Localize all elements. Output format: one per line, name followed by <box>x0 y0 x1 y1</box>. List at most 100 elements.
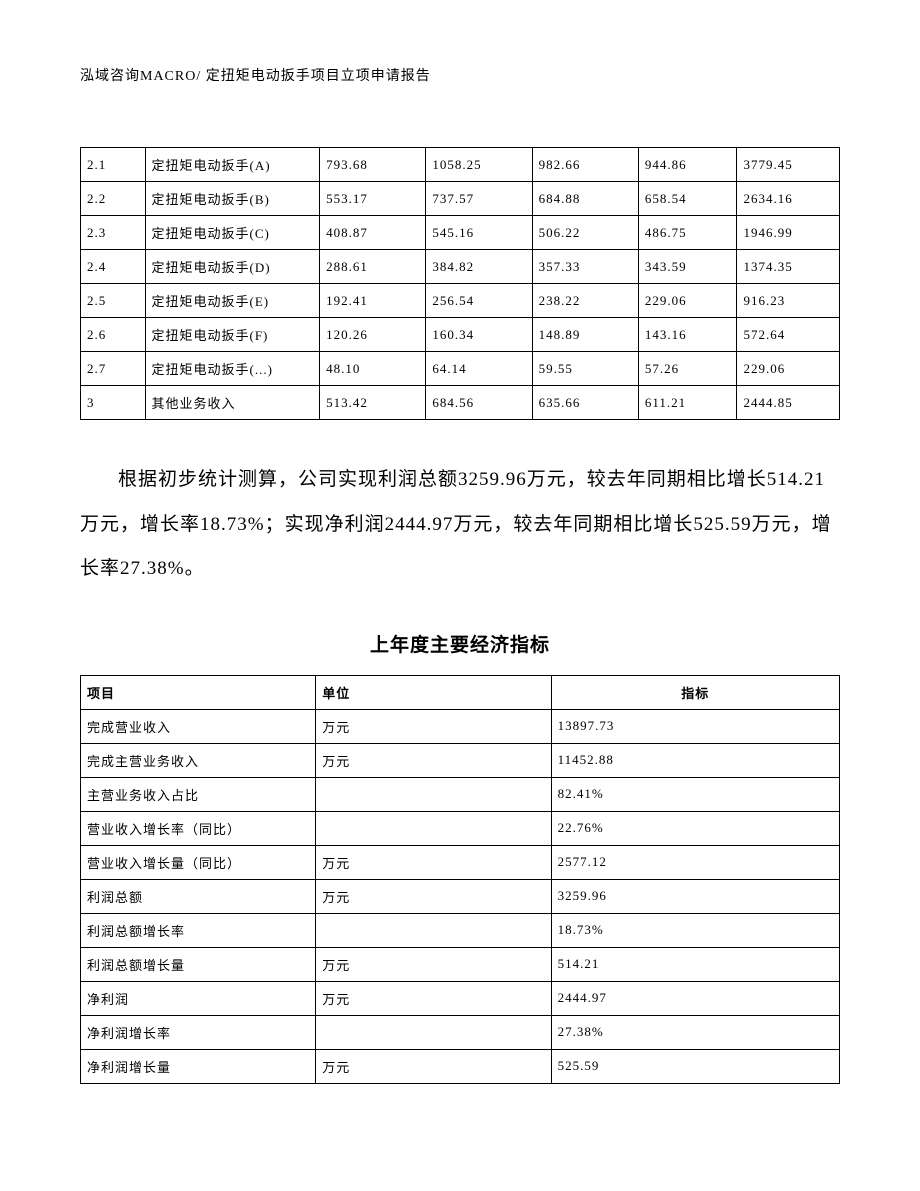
header-item: 项目 <box>81 675 316 709</box>
table-cell: 利润总额增长率 <box>81 913 316 947</box>
table-cell: 916.23 <box>737 284 840 318</box>
table-row: 营业收入增长率（同比） 22.76% <box>81 811 840 845</box>
table-cell: 万元 <box>316 845 551 879</box>
table-cell: 2444.85 <box>737 386 840 420</box>
table-row: 利润总额增长率18.73% <box>81 913 840 947</box>
table-cell: 59.55 <box>532 352 638 386</box>
table-row: 利润总额增长量万元514.21 <box>81 947 840 981</box>
table-cell: 486.75 <box>638 216 737 250</box>
table-cell: 343.59 <box>638 250 737 284</box>
table-row: 2.1定扭矩电动扳手(A)793.681058.25982.66944.8637… <box>81 148 840 182</box>
header-unit: 单位 <box>316 675 551 709</box>
table-cell: 万元 <box>316 743 551 777</box>
table-cell: 万元 <box>316 1049 551 1083</box>
table-row: 2.2定扭矩电动扳手(B)553.17737.57684.88658.54263… <box>81 182 840 216</box>
table-cell: 545.16 <box>426 216 532 250</box>
table-header-row: 项目 单位 指标 <box>81 675 840 709</box>
table-cell: 64.14 <box>426 352 532 386</box>
table-cell: 定扭矩电动扳手(C) <box>145 216 320 250</box>
table-cell: 净利润 <box>81 981 316 1015</box>
table-cell: 万元 <box>316 981 551 1015</box>
table-cell: 定扭矩电动扳手(...) <box>145 352 320 386</box>
table-cell: 82.41% <box>551 777 839 811</box>
table-cell: 定扭矩电动扳手(B) <box>145 182 320 216</box>
table-cell: 2.1 <box>81 148 146 182</box>
table-cell: 611.21 <box>638 386 737 420</box>
table-cell: 2444.97 <box>551 981 839 1015</box>
table-cell: 506.22 <box>532 216 638 250</box>
header-indicator: 指标 <box>551 675 839 709</box>
table-cell: 定扭矩电动扳手(E) <box>145 284 320 318</box>
table-cell: 525.59 <box>551 1049 839 1083</box>
table-cell: 408.87 <box>320 216 426 250</box>
table-cell: 57.26 <box>638 352 737 386</box>
table-cell: 793.68 <box>320 148 426 182</box>
table-cell: 2634.16 <box>737 182 840 216</box>
table-cell: 营业收入增长率（同比） <box>81 811 316 845</box>
table-cell: 148.89 <box>532 318 638 352</box>
table-cell: 定扭矩电动扳手(A) <box>145 148 320 182</box>
table-cell: 635.66 <box>532 386 638 420</box>
table-cell: 357.33 <box>532 250 638 284</box>
table-row: 2.4定扭矩电动扳手(D)288.61384.82357.33343.59137… <box>81 250 840 284</box>
table-cell: 营业收入增长量（同比） <box>81 845 316 879</box>
table-cell: 主营业务收入占比 <box>81 777 316 811</box>
table-cell: 万元 <box>316 879 551 913</box>
table-cell <box>316 913 551 947</box>
table-cell: 120.26 <box>320 318 426 352</box>
table-cell: 3779.45 <box>737 148 840 182</box>
table-cell: 143.16 <box>638 318 737 352</box>
table-row: 完成主营业务收入万元11452.88 <box>81 743 840 777</box>
table-cell: 513.42 <box>320 386 426 420</box>
table-cell: 13897.73 <box>551 709 839 743</box>
table-cell: 684.88 <box>532 182 638 216</box>
table-cell: 192.41 <box>320 284 426 318</box>
table-cell: 2.6 <box>81 318 146 352</box>
table-cell: 定扭矩电动扳手(F) <box>145 318 320 352</box>
table-cell <box>316 777 551 811</box>
table-cell: 万元 <box>316 709 551 743</box>
table-cell: 572.64 <box>737 318 840 352</box>
page-header: 泓域咨询MACRO/ 定扭矩电动扳手项目立项申请报告 <box>80 65 840 85</box>
table-cell: 22.76% <box>551 811 839 845</box>
table-cell: 288.61 <box>320 250 426 284</box>
table-cell: 553.17 <box>320 182 426 216</box>
table-row: 净利润增长率27.38% <box>81 1015 840 1049</box>
table-cell: 684.56 <box>426 386 532 420</box>
table-cell: 净利润增长量 <box>81 1049 316 1083</box>
table-cell: 其他业务收入 <box>145 386 320 420</box>
table-row: 主营业务收入占比 82.41% <box>81 777 840 811</box>
product-revenue-table: 2.1定扭矩电动扳手(A)793.681058.25982.66944.8637… <box>80 147 840 420</box>
table-cell: 1374.35 <box>737 250 840 284</box>
table-cell: 2.7 <box>81 352 146 386</box>
paragraph-text: 根据初步统计测算，公司实现利润总额3259.96万元，较去年同期相比增长514.… <box>80 469 832 579</box>
table-row: 2.3定扭矩电动扳手(C)408.87545.16506.22486.75194… <box>81 216 840 250</box>
table-cell: 万元 <box>316 947 551 981</box>
table-cell: 利润总额 <box>81 879 316 913</box>
table-cell: 48.10 <box>320 352 426 386</box>
table-cell: 3 <box>81 386 146 420</box>
table-cell: 944.86 <box>638 148 737 182</box>
table-row: 3其他业务收入513.42684.56635.66611.212444.85 <box>81 386 840 420</box>
table-row: 营业收入增长量（同比）万元2577.12 <box>81 845 840 879</box>
table-cell: 11452.88 <box>551 743 839 777</box>
table-cell: 定扭矩电动扳手(D) <box>145 250 320 284</box>
table-row: 净利润增长量万元525.59 <box>81 1049 840 1083</box>
table-cell: 完成主营业务收入 <box>81 743 316 777</box>
table-cell: 238.22 <box>532 284 638 318</box>
table-cell <box>316 811 551 845</box>
table-cell: 2.5 <box>81 284 146 318</box>
table-row: 净利润万元2444.97 <box>81 981 840 1015</box>
table-cell: 229.06 <box>737 352 840 386</box>
table-row: 2.6定扭矩电动扳手(F)120.26160.34148.89143.16572… <box>81 318 840 352</box>
table-cell: 利润总额增长量 <box>81 947 316 981</box>
table-cell: 229.06 <box>638 284 737 318</box>
economic-indicators-table: 项目 单位 指标 完成营业收入万元13897.73完成主营业务收入万元11452… <box>80 675 840 1084</box>
header-text: 泓域咨询MACRO/ 定扭矩电动扳手项目立项申请报告 <box>80 69 431 84</box>
table-cell: 737.57 <box>426 182 532 216</box>
table-cell: 982.66 <box>532 148 638 182</box>
table-cell: 514.21 <box>551 947 839 981</box>
table-cell: 256.54 <box>426 284 532 318</box>
table-cell: 3259.96 <box>551 879 839 913</box>
section-title: 上年度主要经济指标 <box>80 630 840 657</box>
